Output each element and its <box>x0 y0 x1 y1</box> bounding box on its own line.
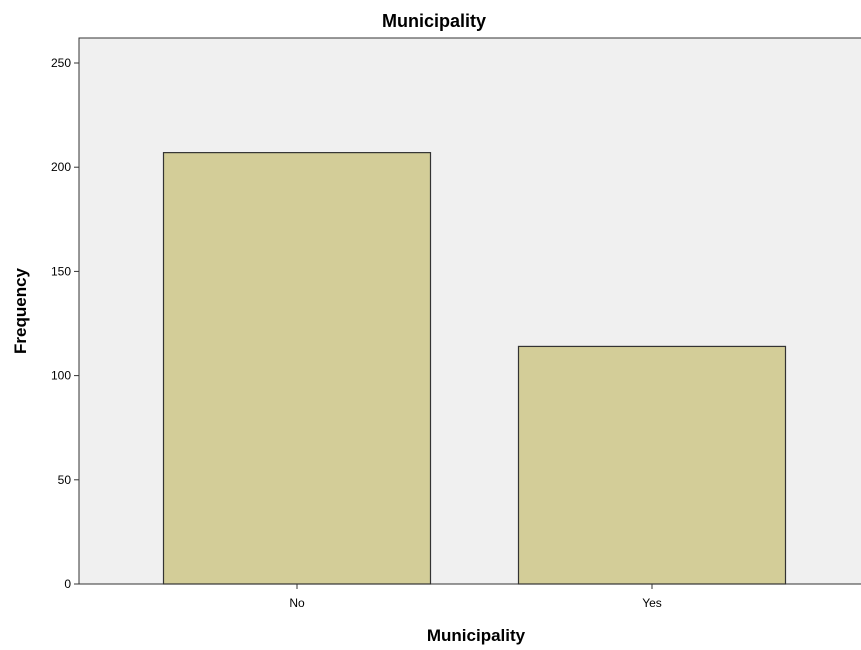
y-tick-label: 150 <box>51 264 71 278</box>
x-tick-label-yes: Yes <box>642 596 662 610</box>
x-axis-title: Municipality <box>427 626 526 645</box>
y-tick-label: 100 <box>51 369 71 383</box>
y-tick-label: 200 <box>51 160 71 174</box>
bar-no <box>162 152 432 585</box>
y-tick-label: 0 <box>64 577 71 591</box>
y-tick-label: 50 <box>58 473 72 487</box>
y-tick-label: 250 <box>51 56 71 70</box>
x-axis: No Yes <box>289 584 662 610</box>
chart-title: Municipality <box>382 11 486 31</box>
x-tick-label-no: No <box>289 596 305 610</box>
bar-yes <box>517 345 787 585</box>
y-axis: 0 50 100 150 200 250 <box>51 56 79 591</box>
y-axis-title: Frequency <box>11 267 30 354</box>
